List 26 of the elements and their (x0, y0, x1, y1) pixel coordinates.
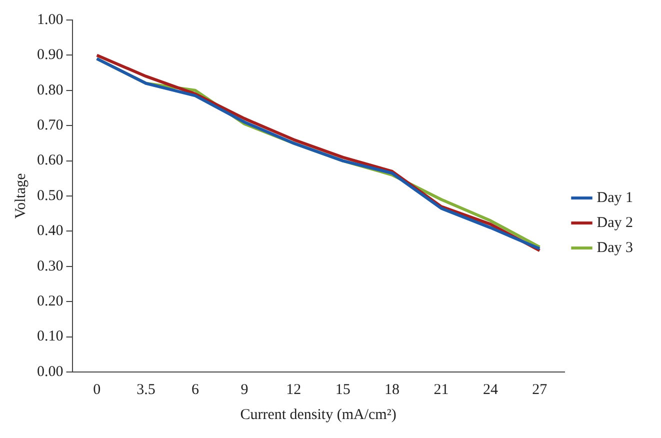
x-axis-title: Current density (mA/cm²) (240, 406, 396, 423)
y-tick-label: 0.90 (37, 47, 64, 64)
legend-label: Day 3 (596, 240, 634, 256)
y-tick-label: 0.30 (37, 258, 64, 274)
x-tick-label: 24 (482, 382, 498, 398)
legend-label: Day 1 (596, 190, 634, 206)
y-tick-label: 0.70 (37, 118, 64, 134)
y-tick-label: 0.10 (37, 328, 64, 345)
x-tick-label: 9 (240, 382, 248, 398)
x-tick-label: 15 (335, 382, 350, 398)
x-tick-label: 12 (286, 382, 302, 398)
legend-label: Day 2 (596, 214, 634, 231)
x-tick-label: 18 (384, 382, 400, 398)
y-tick-label: 0.00 (37, 364, 64, 380)
y-tick-label: 0.80 (37, 82, 64, 98)
y-tick-label: 0.40 (37, 223, 64, 240)
x-tick-label: 27 (532, 382, 548, 398)
x-tick-label: 21 (434, 382, 449, 398)
x-tick-label: 3.5 (136, 382, 156, 398)
y-tick-label: 0.60 (37, 152, 64, 169)
y-tick-label: 1.00 (37, 12, 64, 28)
y-axis-title: Voltage (12, 172, 29, 219)
y-tick-label: 0.50 (37, 188, 64, 204)
x-tick-label: 6 (192, 382, 200, 398)
x-tick-label: 0 (93, 382, 101, 398)
y-tick-label: 0.20 (37, 294, 64, 310)
